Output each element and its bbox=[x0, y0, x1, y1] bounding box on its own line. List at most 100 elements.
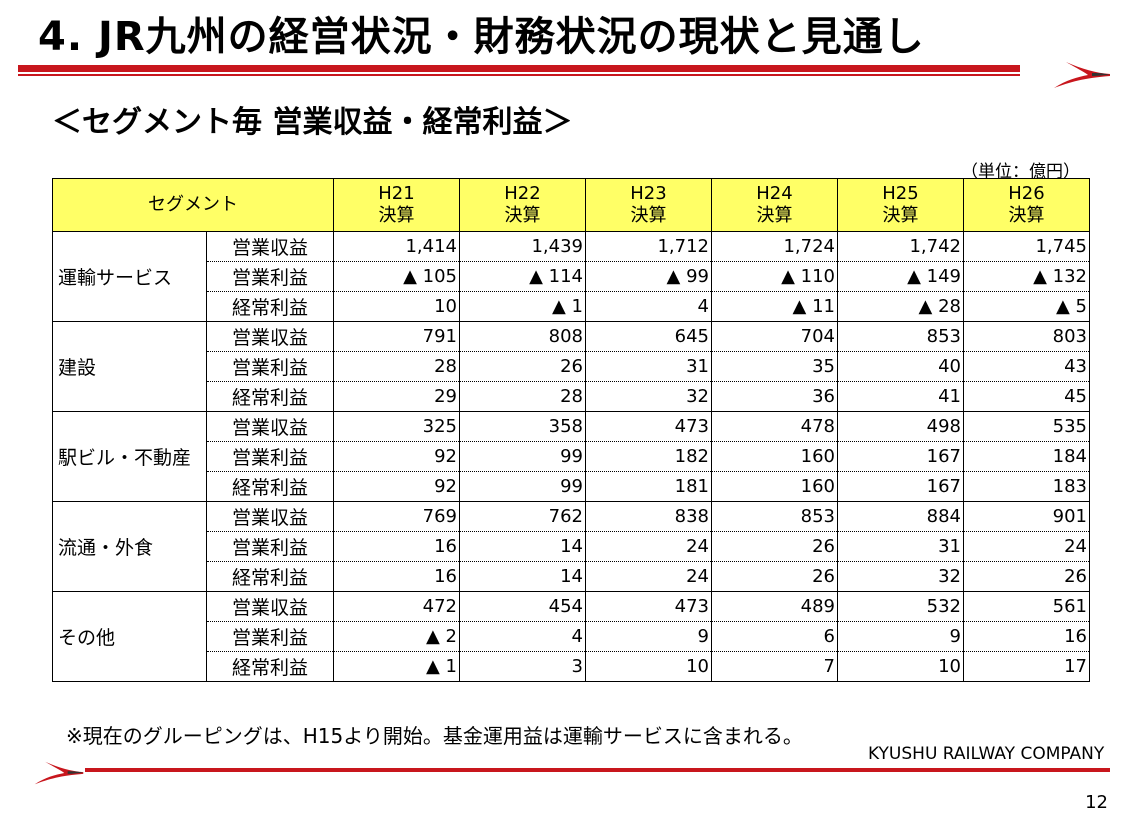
value-cell: ▲ 132 bbox=[963, 261, 1090, 292]
value-cell: 28 bbox=[459, 381, 586, 412]
value-cell: 26 bbox=[711, 561, 838, 592]
value-cell: 10 bbox=[837, 651, 964, 682]
metric-label: 営業利益 bbox=[206, 621, 334, 652]
table-row: 営業利益 ▲ 2 4 9 6 9 16 bbox=[53, 621, 1090, 652]
page-title: 4. JR九州の経営状況・財務状況の現状と見通し bbox=[38, 14, 925, 60]
value-cell: 31 bbox=[837, 531, 964, 562]
value-cell: 41 bbox=[837, 381, 964, 412]
value-cell: 24 bbox=[963, 531, 1090, 562]
value-cell: 1,745 bbox=[963, 231, 1090, 262]
metric-label: 経常利益 bbox=[206, 381, 334, 412]
metric-label: 営業収益 bbox=[206, 321, 334, 352]
value-cell: 160 bbox=[711, 441, 838, 472]
year-header: H25 決算 bbox=[837, 178, 964, 232]
value-cell: 489 bbox=[711, 591, 838, 622]
table-row: 駅ビル・不動産 営業収益 325 358 473 478 498 535 bbox=[52, 411, 1090, 502]
metric-label: 営業収益 bbox=[206, 231, 334, 262]
value-cell: 3 bbox=[459, 651, 586, 682]
unit-label: （単位：億円） bbox=[961, 162, 1080, 182]
value-cell: 838 bbox=[585, 501, 712, 532]
value-cell: ▲ 1 bbox=[459, 291, 586, 322]
metric-label: 営業利益 bbox=[206, 531, 334, 562]
value-cell: 16 bbox=[963, 621, 1090, 652]
table-row: その他 営業収益 472 454 473 489 532 561 bbox=[52, 591, 1090, 682]
value-cell: 808 bbox=[459, 321, 586, 352]
table-row: 流通・外食 営業収益 769 762 838 853 884 901 bbox=[52, 501, 1090, 592]
value-cell: 92 bbox=[333, 471, 460, 502]
value-cell: 325 bbox=[333, 411, 460, 442]
value-cell: ▲ 1 bbox=[333, 651, 460, 682]
value-cell: 645 bbox=[585, 321, 712, 352]
value-cell: 478 bbox=[711, 411, 838, 442]
value-cell: ▲ 114 bbox=[459, 261, 586, 292]
table-row: 経常利益 29 28 32 36 41 45 bbox=[53, 381, 1090, 412]
value-cell: 31 bbox=[585, 351, 712, 382]
value-cell: 704 bbox=[711, 321, 838, 352]
section-subtitle: ＜セグメント毎 営業収益・経常利益＞ bbox=[52, 105, 573, 140]
page-number: 12 bbox=[1085, 792, 1108, 813]
value-cell: 853 bbox=[711, 501, 838, 532]
value-cell: 184 bbox=[963, 441, 1090, 472]
value-cell: ▲ 11 bbox=[711, 291, 838, 322]
value-cell: 7 bbox=[711, 651, 838, 682]
value-cell: 1,414 bbox=[333, 231, 460, 262]
value-cell: 1,439 bbox=[459, 231, 586, 262]
metric-label: 営業利益 bbox=[206, 441, 334, 472]
segment-name: 流通・外食 bbox=[52, 501, 207, 592]
value-cell: 10 bbox=[333, 291, 460, 322]
value-cell: ▲ 105 bbox=[333, 261, 460, 292]
value-cell: 901 bbox=[963, 501, 1090, 532]
value-cell: 472 bbox=[333, 591, 460, 622]
year-header: H23 決算 bbox=[585, 178, 712, 232]
value-cell: 99 bbox=[459, 441, 586, 472]
value-cell: 35 bbox=[711, 351, 838, 382]
value-cell: 167 bbox=[837, 441, 964, 472]
value-cell: 167 bbox=[837, 471, 964, 502]
value-cell: 160 bbox=[711, 471, 838, 502]
metric-label: 経常利益 bbox=[206, 471, 334, 502]
value-cell: ▲ 28 bbox=[837, 291, 964, 322]
value-cell: 45 bbox=[963, 381, 1090, 412]
value-cell: 14 bbox=[459, 531, 586, 562]
value-cell: ▲ 149 bbox=[837, 261, 964, 292]
value-cell: 43 bbox=[963, 351, 1090, 382]
value-cell: 32 bbox=[837, 561, 964, 592]
table-row: 経常利益 ▲ 1 3 10 7 10 17 bbox=[53, 651, 1090, 682]
value-cell: 561 bbox=[963, 591, 1090, 622]
segment-name: 建設 bbox=[52, 321, 207, 412]
segment-header: セグメント bbox=[52, 178, 334, 232]
table-row: 営業利益 28 26 31 35 40 43 bbox=[53, 351, 1090, 382]
table-row: 運輸サービス 営業収益 1,414 1,439 1,712 1,724 1,742 1,745 bbox=[52, 231, 1090, 322]
company-name: KYUSHU RAILWAY COMPANY bbox=[868, 744, 1105, 764]
metric-label: 営業利益 bbox=[206, 351, 334, 382]
value-cell: 26 bbox=[711, 531, 838, 562]
table-header-row: セグメント H21 決算 H22 決算 H23 決算 H24 決算 H25 決算 H26 決… bbox=[52, 178, 1090, 232]
table-row: 経常利益 16 14 24 26 32 26 bbox=[53, 561, 1090, 592]
value-cell: 791 bbox=[333, 321, 460, 352]
value-cell: ▲ 110 bbox=[711, 261, 838, 292]
value-cell: 183 bbox=[963, 471, 1090, 502]
value-cell: 92 bbox=[333, 441, 460, 472]
year-header: H22 決算 bbox=[459, 178, 586, 232]
value-cell: 24 bbox=[585, 531, 712, 562]
title-rule-thin bbox=[18, 74, 1020, 76]
value-cell: 26 bbox=[963, 561, 1090, 592]
value-cell: 4 bbox=[585, 291, 712, 322]
title-rule bbox=[18, 65, 1020, 72]
value-cell: 6 bbox=[711, 621, 838, 652]
value-cell: 358 bbox=[459, 411, 586, 442]
value-cell: ▲ 99 bbox=[585, 261, 712, 292]
table-row: 営業利益 92 99 182 160 167 184 bbox=[53, 441, 1090, 472]
swallow-logo-icon bbox=[34, 761, 84, 785]
value-cell: 498 bbox=[837, 411, 964, 442]
year-header: H24 決算 bbox=[711, 178, 838, 232]
value-cell: 853 bbox=[837, 321, 964, 352]
value-cell: 32 bbox=[585, 381, 712, 412]
table-row: 建設 営業収益 791 808 645 704 853 803 bbox=[52, 321, 1090, 412]
value-cell: 535 bbox=[963, 411, 1090, 442]
value-cell: 24 bbox=[585, 561, 712, 592]
value-cell: 4 bbox=[459, 621, 586, 652]
value-cell: 454 bbox=[459, 591, 586, 622]
year-header: H21 決算 bbox=[333, 178, 460, 232]
value-cell: 1,712 bbox=[585, 231, 712, 262]
